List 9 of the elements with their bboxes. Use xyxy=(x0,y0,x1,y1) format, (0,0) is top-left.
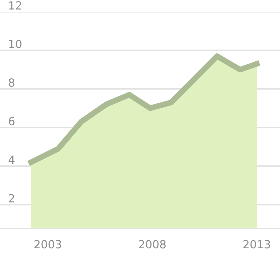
x-tick-label: 2008 xyxy=(139,240,166,249)
y-tick-label: 2 xyxy=(9,194,14,203)
x-tick-label: 2003 xyxy=(34,240,62,249)
y-tick-label: 4 xyxy=(8,156,15,164)
y-tick-label: 6 xyxy=(9,117,15,126)
y-tick-label: 12 xyxy=(10,1,22,10)
x-tick-label: 2013 xyxy=(244,240,270,249)
y-tick-label: 10 xyxy=(10,40,22,48)
y-tick-label: 8 xyxy=(9,78,15,88)
